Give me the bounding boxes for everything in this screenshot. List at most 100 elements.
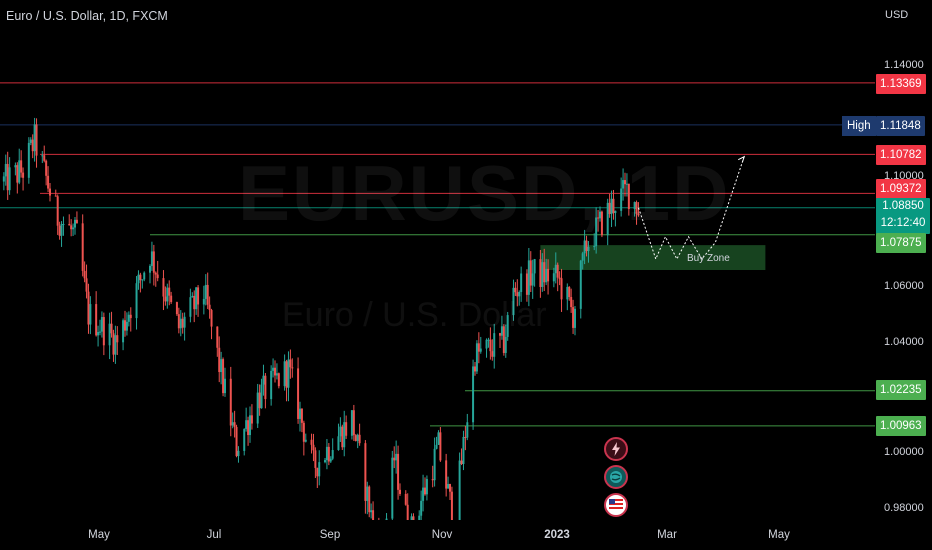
- candle-body: [610, 198, 613, 214]
- candle-body: [491, 351, 494, 357]
- candle-body: [531, 273, 534, 286]
- candle-body: [556, 264, 559, 278]
- candle-body: [395, 453, 398, 461]
- candle-body: [352, 410, 355, 436]
- candle-body: [345, 422, 348, 436]
- candle-body: [622, 180, 625, 189]
- candle-body: [258, 392, 261, 409]
- candle-body: [139, 274, 142, 281]
- candle-body: [70, 225, 73, 230]
- candle-body: [545, 268, 548, 283]
- us-flag-event-icon[interactable]: [604, 493, 628, 517]
- candle-body: [312, 444, 315, 451]
- candle-body: [514, 287, 517, 293]
- candle-body: [504, 336, 507, 353]
- candle-body: [43, 155, 46, 161]
- candle-body: [99, 331, 101, 333]
- candle-body: [256, 392, 259, 424]
- candle-body: [189, 297, 192, 317]
- candle-body: [206, 284, 209, 305]
- candle-body: [202, 298, 205, 305]
- price-tick: 1.04000: [884, 336, 924, 348]
- time-label: May: [768, 529, 790, 541]
- dividend-event-icon[interactable]: [604, 437, 628, 461]
- candle-body: [608, 202, 611, 214]
- candle-body: [370, 510, 373, 513]
- candle-body: [422, 487, 425, 501]
- candle-body: [183, 316, 186, 328]
- candle-body: [593, 246, 596, 248]
- candle-body: [181, 318, 184, 328]
- candle-body: [85, 278, 88, 292]
- candle-body: [518, 291, 521, 297]
- candle-body: [554, 264, 557, 274]
- candle-body: [529, 260, 532, 286]
- candle-body: [431, 479, 434, 481]
- candle-body: [56, 196, 59, 226]
- resistance-price-badge: 1.09372: [876, 179, 926, 199]
- resistance-price-badge: 1.10782: [876, 145, 926, 165]
- candle-body: [579, 260, 582, 309]
- candle-body: [149, 265, 151, 273]
- support-price-badge: 1.07875: [876, 233, 926, 253]
- candle-body: [325, 446, 328, 461]
- candle-body: [249, 415, 251, 436]
- candle-body: [62, 223, 65, 225]
- candle-body: [506, 315, 509, 337]
- candle-body: [397, 453, 400, 490]
- symbol-title[interactable]: Euro / U.S. Dollar, 1D, FXCM: [6, 9, 168, 23]
- candle-body: [112, 333, 115, 355]
- candle-body: [399, 489, 401, 494]
- candle-body: [583, 240, 586, 254]
- candle-body: [600, 211, 603, 236]
- candle-body: [81, 223, 84, 271]
- candle-body: [54, 195, 57, 197]
- resistance-price-badge: 1.13369: [876, 74, 926, 94]
- candle-body: [87, 291, 90, 325]
- candle-body: [152, 251, 155, 273]
- candle-body: [541, 262, 544, 287]
- candle-body: [58, 225, 61, 236]
- candle-body: [72, 227, 75, 230]
- candle-body: [14, 165, 17, 168]
- candle-body: [445, 460, 448, 489]
- time-axis[interactable]: May Jul Sep Nov 2023 Mar May: [0, 520, 875, 550]
- price-axis[interactable]: USD 1.14000 1.10000 1.06000 1.04000 1.02…: [842, 0, 932, 550]
- candle-body: [533, 259, 536, 274]
- time-label: 2023: [544, 529, 570, 541]
- candle-body: [393, 457, 396, 461]
- candle-body: [47, 175, 50, 189]
- candle-body: [216, 326, 219, 348]
- candle-body: [614, 210, 617, 214]
- candle-body: [316, 467, 319, 477]
- candle-body: [260, 384, 263, 409]
- candle-body: [208, 304, 211, 311]
- candle-body: [20, 160, 23, 173]
- candle-body: [568, 286, 571, 297]
- candle-body: [289, 359, 292, 368]
- last-price-badge: 1.08850 12:12:40: [876, 198, 930, 234]
- candle-body: [156, 274, 159, 279]
- candle-body: [458, 460, 461, 520]
- support-price-badge: 1.00963: [876, 416, 926, 436]
- candle-body: [283, 361, 286, 387]
- candle-body: [635, 202, 638, 214]
- buy-zone-label: Buy Zone: [687, 253, 730, 264]
- earth-event-icon[interactable]: [604, 465, 628, 489]
- candle-body: [235, 426, 238, 457]
- candle-body: [364, 443, 367, 501]
- chart-plot-area[interactable]: EURUSD, 1D Euro / U.S. Dollar Euro / U.S…: [0, 0, 875, 520]
- candle-body: [229, 378, 232, 426]
- time-label: Sep: [319, 529, 341, 541]
- candle-body: [620, 188, 623, 211]
- candle-body: [552, 273, 555, 282]
- candle-body: [247, 420, 250, 436]
- candle-body: [404, 493, 407, 505]
- price-tick: 1.00000: [884, 446, 924, 458]
- candlestick-chart[interactable]: [0, 0, 875, 520]
- candle-body: [95, 304, 98, 336]
- candle-body: [41, 155, 44, 157]
- candle-body: [547, 268, 550, 282]
- candle-body: [168, 287, 171, 296]
